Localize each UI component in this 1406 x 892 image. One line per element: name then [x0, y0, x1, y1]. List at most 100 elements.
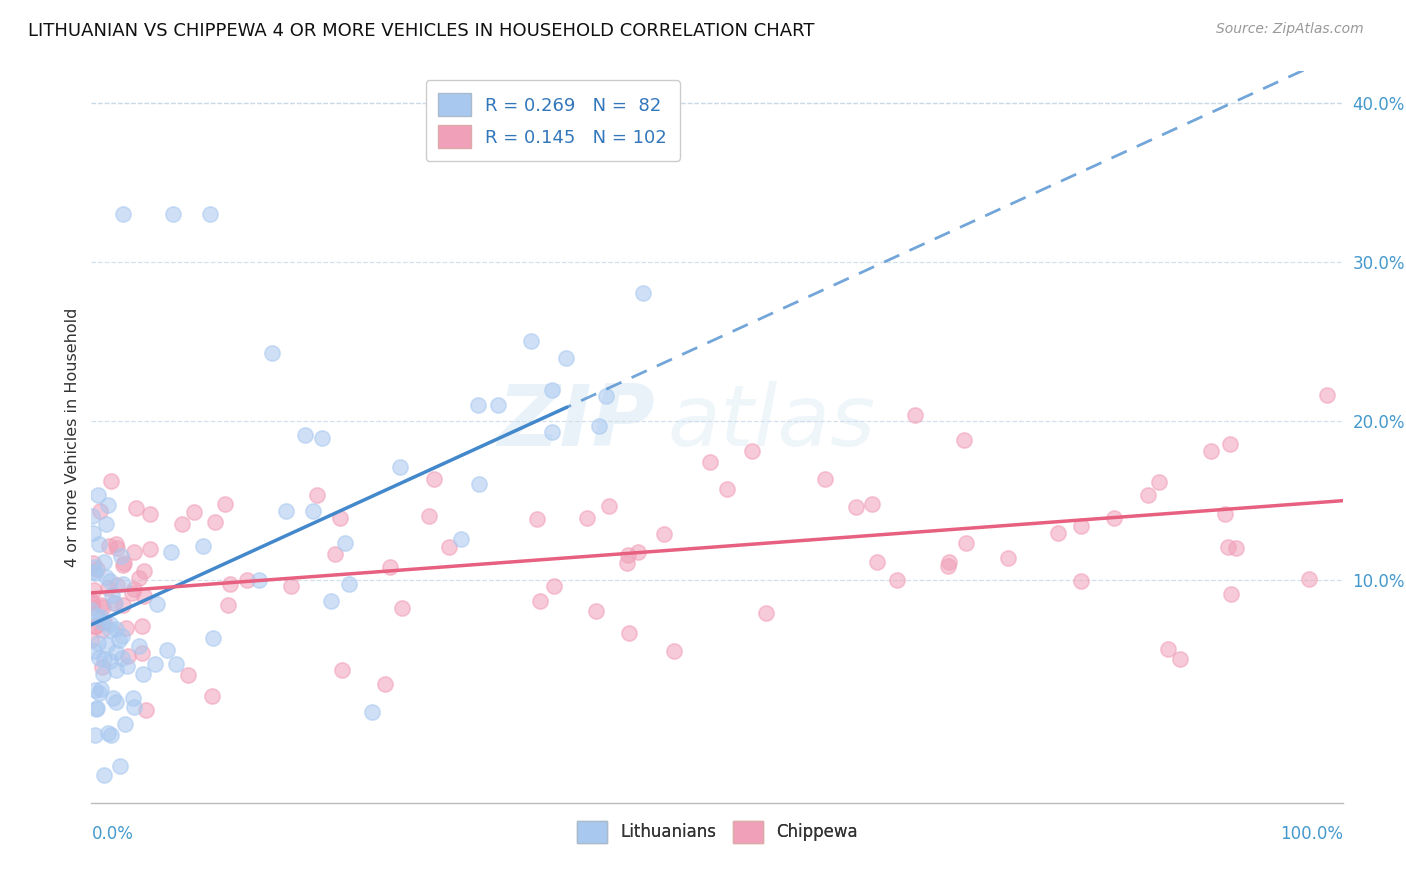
- Point: [519, 334, 541, 348]
- Point: [214, 497, 236, 511]
- Point: [82, 526, 104, 541]
- Point: [98, 654, 121, 668]
- Point: [111, 207, 134, 221]
- Point: [131, 666, 153, 681]
- Point: [1213, 507, 1236, 521]
- Point: [886, 573, 908, 587]
- Point: [82, 556, 104, 570]
- Point: [80, 594, 103, 608]
- Point: [526, 512, 548, 526]
- Point: [111, 598, 134, 612]
- Point: [280, 579, 302, 593]
- Point: [172, 517, 194, 532]
- Point: [450, 532, 472, 546]
- Point: [337, 576, 360, 591]
- Text: Source: ZipAtlas.com: Source: ZipAtlas.com: [1216, 22, 1364, 37]
- Point: [165, 657, 187, 671]
- Point: [83, 644, 105, 658]
- Point: [91, 599, 114, 614]
- Y-axis label: 4 or more Vehicles in Household: 4 or more Vehicles in Household: [65, 308, 80, 566]
- Point: [865, 555, 887, 569]
- Point: [84, 702, 107, 716]
- Point: [100, 617, 122, 632]
- Point: [617, 549, 640, 563]
- Point: [1157, 641, 1180, 656]
- Point: [201, 690, 224, 704]
- Point: [904, 409, 927, 423]
- Point: [662, 644, 685, 658]
- Point: [111, 629, 134, 643]
- Point: [543, 579, 565, 593]
- Point: [575, 511, 598, 525]
- Point: [86, 561, 108, 575]
- Point: [90, 659, 112, 673]
- Point: [588, 419, 610, 434]
- Point: [741, 444, 763, 458]
- Point: [311, 431, 333, 445]
- Point: [86, 487, 108, 501]
- Point: [108, 758, 131, 772]
- Point: [595, 388, 617, 402]
- Point: [262, 346, 284, 360]
- Point: [83, 583, 105, 598]
- Point: [93, 652, 115, 666]
- Point: [1047, 525, 1070, 540]
- Point: [91, 623, 114, 637]
- Point: [1316, 388, 1339, 402]
- Point: [117, 659, 139, 673]
- Point: [302, 504, 325, 518]
- Point: [98, 574, 121, 588]
- Point: [391, 601, 413, 615]
- Point: [276, 504, 298, 518]
- Point: [114, 716, 136, 731]
- Point: [1219, 436, 1241, 450]
- Point: [128, 571, 150, 585]
- Point: [103, 690, 125, 705]
- Point: [541, 383, 564, 397]
- Point: [585, 604, 607, 618]
- Point: [96, 517, 118, 532]
- Point: [122, 691, 145, 706]
- Point: [82, 597, 104, 611]
- Point: [1298, 572, 1320, 586]
- Point: [1168, 652, 1191, 666]
- Point: [90, 598, 112, 612]
- Point: [83, 728, 105, 742]
- Point: [361, 705, 384, 719]
- Point: [380, 560, 402, 574]
- Point: [93, 555, 115, 569]
- Point: [652, 527, 675, 541]
- Point: [90, 681, 112, 696]
- Point: [146, 597, 169, 611]
- Point: [97, 539, 120, 553]
- Point: [131, 618, 153, 632]
- Point: [84, 566, 107, 581]
- Point: [1070, 574, 1092, 588]
- Point: [83, 559, 105, 574]
- Point: [105, 663, 128, 677]
- Point: [616, 556, 638, 570]
- Point: [87, 537, 110, 551]
- Point: [160, 545, 183, 559]
- Point: [156, 642, 179, 657]
- Point: [91, 615, 114, 629]
- Point: [115, 621, 138, 635]
- Point: [80, 632, 103, 647]
- Point: [332, 663, 354, 677]
- Point: [125, 500, 148, 515]
- Point: [96, 570, 118, 584]
- Point: [96, 638, 118, 652]
- Point: [598, 500, 620, 514]
- Point: [389, 460, 412, 475]
- Point: [200, 207, 222, 221]
- Point: [193, 539, 215, 553]
- Point: [100, 727, 122, 741]
- Point: [1070, 518, 1092, 533]
- Point: [938, 555, 960, 569]
- Point: [105, 645, 128, 659]
- Point: [105, 695, 128, 709]
- Point: [90, 610, 112, 624]
- Point: [83, 619, 105, 633]
- Point: [554, 351, 576, 366]
- Point: [86, 701, 108, 715]
